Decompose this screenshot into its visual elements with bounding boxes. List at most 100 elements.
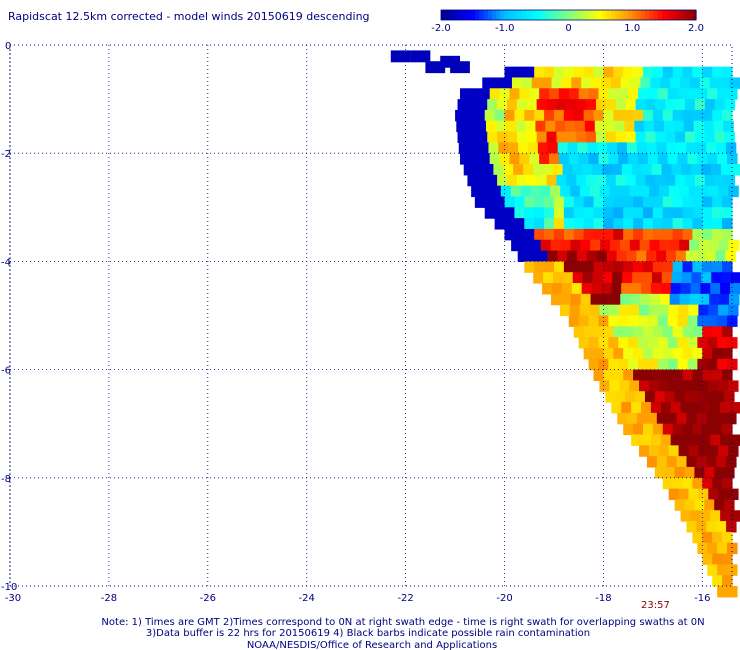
heatmap-cell xyxy=(613,109,624,122)
heatmap-cell xyxy=(730,164,740,176)
heatmap-cell xyxy=(494,196,506,208)
heatmap-cell xyxy=(478,142,490,154)
heatmap-cell xyxy=(702,109,713,122)
heatmap-cell xyxy=(710,283,721,295)
heatmap-cell xyxy=(633,347,644,360)
heatmap-cell xyxy=(536,174,548,187)
heatmap-cell xyxy=(692,196,703,208)
heatmap-cell xyxy=(628,337,639,349)
heatmap-cell xyxy=(624,120,635,133)
heatmap-cell xyxy=(590,293,602,306)
heatmap-cell xyxy=(493,164,504,176)
y-tick-label: -4 xyxy=(1,257,11,268)
heatmap-cell xyxy=(660,283,672,295)
heatmap-cell xyxy=(680,77,691,89)
heatmap-cell xyxy=(634,120,645,133)
heatmap-cell xyxy=(654,391,666,403)
heatmap-cell xyxy=(649,239,661,252)
heatmap-cell xyxy=(682,228,694,241)
heatmap-cell xyxy=(566,99,577,111)
heatmap-cell xyxy=(689,293,700,306)
heatmap-cell xyxy=(712,207,723,219)
heatmap-cell xyxy=(524,196,535,208)
heatmap-cell xyxy=(563,207,575,219)
heatmap-cell xyxy=(570,185,581,198)
heatmap-cell xyxy=(685,99,696,111)
heatmap-cell xyxy=(567,142,579,154)
heatmap-cell xyxy=(729,293,740,306)
heatmap-cell xyxy=(682,196,694,208)
heatmap-cell xyxy=(728,304,739,317)
heatmap-cell xyxy=(525,120,537,133)
heatmap-cell xyxy=(708,239,720,252)
heatmap-cell xyxy=(661,164,673,176)
heatmap-cell xyxy=(715,142,727,154)
heatmap-cell xyxy=(615,99,627,111)
heatmap-cell xyxy=(708,304,719,317)
heatmap-cell xyxy=(593,218,605,230)
heatmap-cell xyxy=(717,358,728,371)
heatmap-cell xyxy=(692,109,703,122)
heatmap-cell xyxy=(719,77,731,89)
heatmap-cell xyxy=(645,174,656,187)
colorbar-frame xyxy=(440,9,697,21)
heatmap-cell xyxy=(633,66,644,79)
heatmap-cell xyxy=(540,239,552,252)
heatmap-cell xyxy=(593,228,605,241)
heatmap-cell xyxy=(662,66,674,79)
heatmap-cell xyxy=(631,164,643,176)
heatmap-cell xyxy=(553,261,565,273)
heatmap-cell xyxy=(526,131,538,143)
heatmap-cell xyxy=(547,250,558,262)
heatmap-cell xyxy=(672,228,684,241)
note-line-1: Note: 1) Times are GMT 2)Times correspon… xyxy=(101,617,704,628)
heatmap-cell xyxy=(657,358,669,371)
heatmap-cell xyxy=(656,142,668,154)
colorbar-segment xyxy=(670,10,676,20)
colorbar-segment xyxy=(475,10,480,20)
heatmap-cell xyxy=(670,77,681,89)
heatmap-cell xyxy=(558,88,570,100)
heatmap-cell xyxy=(652,66,664,79)
heatmap-cell xyxy=(560,293,572,306)
heatmap-cell xyxy=(675,131,686,143)
heatmap-cell xyxy=(704,131,716,143)
heatmap-cell xyxy=(457,99,469,111)
heatmap-cell xyxy=(677,88,689,100)
y-tick-label: -6 xyxy=(1,366,11,377)
heatmap-cell xyxy=(722,477,733,490)
heatmap-cell xyxy=(708,185,720,198)
heatmap-cell xyxy=(511,239,522,252)
heatmap-cell xyxy=(460,153,471,165)
heatmap-cell xyxy=(706,521,717,533)
heatmap-cell xyxy=(720,510,731,522)
heatmap-cell xyxy=(514,218,525,230)
heatmap-cell xyxy=(727,542,738,555)
heatmap-cell xyxy=(706,456,717,468)
heatmap-cell xyxy=(560,239,572,252)
heatmap-cell xyxy=(586,131,597,143)
heatmap-cell xyxy=(514,109,525,122)
heatmap-cell xyxy=(623,207,634,219)
heatmap-cell xyxy=(631,402,642,414)
heatmap-cell xyxy=(688,185,700,198)
heatmap-cell xyxy=(647,337,659,349)
heatmap-cell xyxy=(712,228,723,241)
heatmap-cell xyxy=(489,153,501,165)
heatmap-cell xyxy=(623,109,634,122)
colorbar-segment xyxy=(640,10,646,20)
heatmap-cell xyxy=(593,347,605,360)
heatmap-cell xyxy=(625,391,636,403)
heatmap-cell xyxy=(720,434,731,446)
heatmap-cell xyxy=(656,250,667,262)
heatmap-cell xyxy=(603,66,614,79)
heatmap-cell xyxy=(535,120,546,133)
heatmap-cell xyxy=(569,304,581,317)
heatmap-cell xyxy=(591,283,603,295)
heatmap-cell xyxy=(708,488,719,501)
heatmap-cell xyxy=(721,272,732,284)
heatmap-cell xyxy=(708,445,719,457)
heatmap-cell xyxy=(696,456,707,468)
heatmap-cell xyxy=(456,120,467,133)
heatmap-cell xyxy=(669,293,681,306)
